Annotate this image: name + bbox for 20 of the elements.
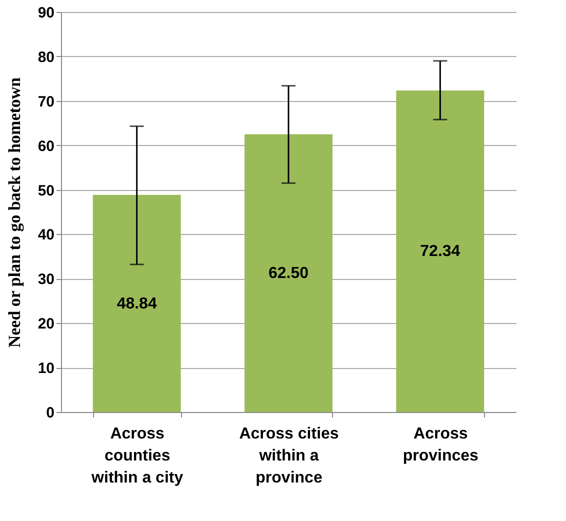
y-tick-label: 50	[38, 182, 54, 200]
y-tick-label: 0	[46, 404, 54, 422]
bar	[396, 90, 484, 412]
y-tick-label: 30	[38, 271, 54, 288]
data-label: 72.34	[420, 243, 460, 260]
x-tick-label: Across provinces	[402, 426, 479, 464]
y-tick-label: 80	[38, 48, 54, 66]
data-label: 62.50	[268, 265, 309, 282]
y-tick-label: 10	[38, 360, 54, 378]
bar	[244, 134, 332, 412]
bar	[92, 194, 181, 412]
y-tick-label: 90	[38, 4, 54, 22]
data-label: 48.84	[116, 295, 157, 312]
y-axis-title: Need or plan to go back to hometown	[4, 76, 24, 348]
y-tick-label: 20	[38, 316, 54, 333]
y-tick-label: 60	[38, 138, 54, 155]
y-tick-label: 40	[38, 226, 54, 244]
x-tick-label: Across counties within a city	[90, 426, 184, 486]
y-tick-label: 70	[38, 93, 54, 110]
x-tick-label: Across cities within a province	[239, 426, 339, 486]
